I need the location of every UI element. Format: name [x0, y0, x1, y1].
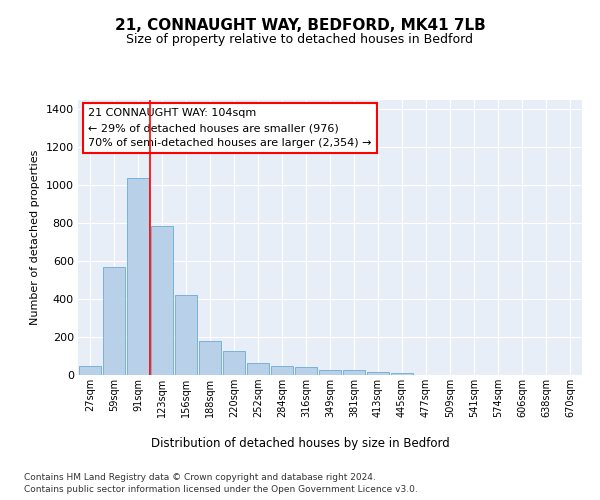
- Bar: [151, 226, 173, 375]
- Bar: [391, 373, 413, 375]
- Text: Size of property relative to detached houses in Bedford: Size of property relative to detached ho…: [127, 32, 473, 46]
- Bar: [343, 370, 365, 375]
- Text: 21, CONNAUGHT WAY, BEDFORD, MK41 7LB: 21, CONNAUGHT WAY, BEDFORD, MK41 7LB: [115, 18, 485, 32]
- Text: 21 CONNAUGHT WAY: 104sqm
← 29% of detached houses are smaller (976)
70% of semi-: 21 CONNAUGHT WAY: 104sqm ← 29% of detach…: [88, 108, 371, 148]
- Bar: [223, 350, 245, 375]
- Bar: [175, 296, 197, 375]
- Bar: [79, 366, 101, 375]
- Text: Contains HM Land Registry data © Crown copyright and database right 2024.: Contains HM Land Registry data © Crown c…: [24, 472, 376, 482]
- Bar: [295, 367, 317, 375]
- Bar: [271, 366, 293, 375]
- Text: Contains public sector information licensed under the Open Government Licence v3: Contains public sector information licen…: [24, 485, 418, 494]
- Bar: [127, 178, 149, 375]
- Bar: [199, 341, 221, 375]
- Text: Distribution of detached houses by size in Bedford: Distribution of detached houses by size …: [151, 438, 449, 450]
- Y-axis label: Number of detached properties: Number of detached properties: [30, 150, 40, 325]
- Bar: [367, 372, 389, 375]
- Bar: [319, 370, 341, 375]
- Bar: [247, 363, 269, 375]
- Bar: [103, 267, 125, 375]
